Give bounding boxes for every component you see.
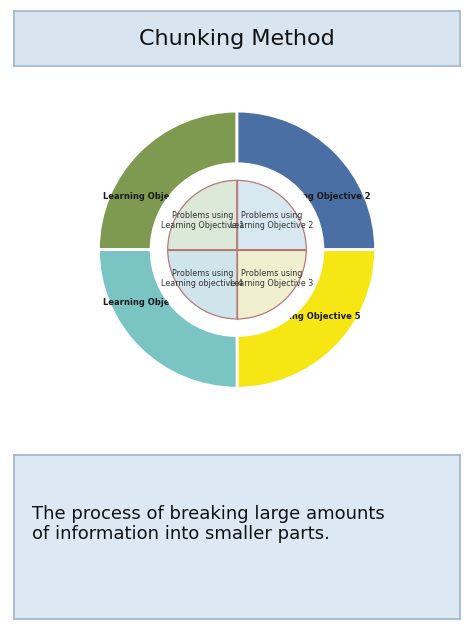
Wedge shape	[237, 180, 306, 250]
Text: Learning Objective 2: Learning Objective 2	[272, 192, 371, 201]
Text: Problems using
Learning Objective 2: Problems using Learning Objective 2	[230, 211, 313, 230]
Wedge shape	[168, 180, 237, 250]
Wedge shape	[99, 111, 237, 250]
Text: Problems using
Learning objective 4: Problems using Learning objective 4	[162, 269, 243, 288]
Wedge shape	[237, 250, 375, 388]
Circle shape	[151, 164, 323, 336]
Wedge shape	[168, 250, 237, 319]
Wedge shape	[237, 250, 306, 319]
Wedge shape	[99, 250, 237, 388]
Text: Learning Objective 4: Learning Objective 4	[103, 298, 202, 307]
Text: Problems using
Learning Objective 3: Problems using Learning Objective 3	[230, 269, 313, 288]
Text: Chunking Method: Chunking Method	[139, 28, 335, 49]
Text: The process of breaking large amounts
of information into smaller parts.: The process of breaking large amounts of…	[32, 505, 385, 544]
Wedge shape	[237, 111, 375, 250]
Text: Learning Objective 5: Learning Objective 5	[262, 312, 360, 321]
Text: Problems using
Learning Objective 1: Problems using Learning Objective 1	[161, 211, 244, 230]
Text: Learning Objective 1: Learning Objective 1	[103, 192, 202, 201]
